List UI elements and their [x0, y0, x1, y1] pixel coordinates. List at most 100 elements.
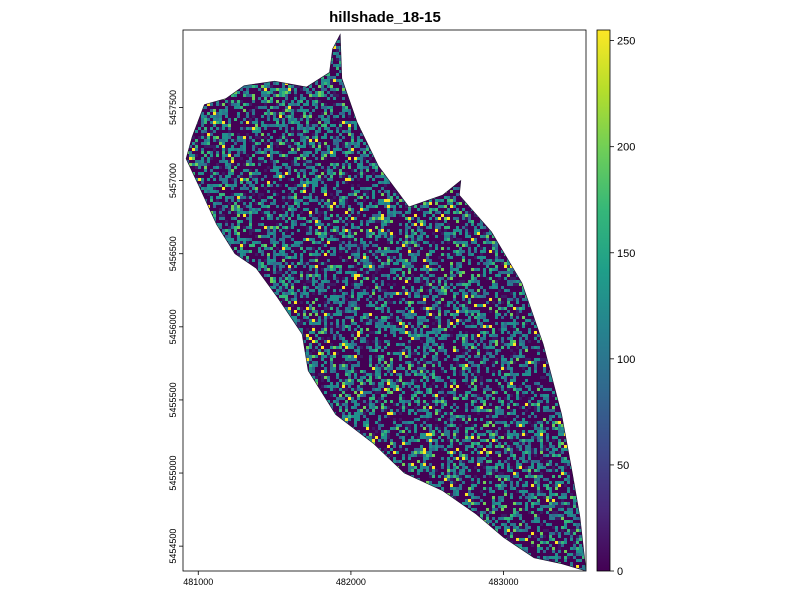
raster-pixel	[486, 100, 489, 103]
raster-pixel	[318, 61, 321, 64]
raster-pixel	[273, 85, 276, 88]
raster-pixel	[291, 46, 294, 49]
raster-pixel	[354, 106, 357, 109]
raster-pixel	[234, 67, 237, 70]
raster-pixel	[234, 49, 237, 52]
raster-pixel	[243, 136, 246, 139]
raster-pixel	[282, 46, 285, 49]
raster-pixel	[465, 97, 468, 100]
raster-pixel	[231, 109, 234, 112]
raster-pixel	[327, 97, 330, 100]
raster-pixel	[207, 37, 210, 40]
raster-pixel	[195, 43, 198, 46]
raster-pixel	[537, 142, 540, 145]
raster-pixel	[522, 112, 525, 115]
raster-pixel	[438, 124, 441, 127]
raster-pixel	[429, 58, 432, 61]
raster-pixel	[354, 103, 357, 106]
raster-pixel	[501, 103, 504, 106]
raster-pixel	[372, 88, 375, 91]
raster-pixel	[516, 130, 519, 133]
raster-pixel	[444, 76, 447, 79]
raster-pixel	[204, 106, 207, 109]
raster-pixel	[456, 118, 459, 121]
raster-pixel	[306, 61, 309, 64]
raster-pixel	[483, 136, 486, 139]
raster-pixel	[567, 67, 570, 70]
raster-pixel	[462, 133, 465, 136]
raster-pixel	[411, 52, 414, 55]
raster-pixel	[456, 136, 459, 139]
raster-pixel	[420, 109, 423, 112]
raster-pixel	[459, 34, 462, 37]
raster-pixel	[246, 52, 249, 55]
raster-pixel	[189, 109, 192, 112]
raster-pixel	[225, 43, 228, 46]
raster-pixel	[408, 130, 411, 133]
raster-pixel	[411, 46, 414, 49]
raster-pixel	[546, 64, 549, 67]
raster-pixel	[429, 94, 432, 97]
raster-pixel	[486, 76, 489, 79]
raster-pixel	[540, 82, 543, 85]
raster-pixel	[519, 130, 522, 133]
raster-pixel	[537, 46, 540, 49]
raster-pixel	[492, 115, 495, 118]
raster-pixel	[192, 109, 195, 112]
raster-pixel	[546, 46, 549, 49]
raster-pixel	[351, 88, 354, 91]
raster-pixel	[435, 136, 438, 139]
raster-pixel	[576, 94, 579, 97]
raster-pixel	[507, 100, 510, 103]
raster-pixel	[579, 37, 582, 40]
raster-pixel	[456, 103, 459, 106]
raster-pixel	[429, 67, 432, 70]
raster-pixel	[375, 67, 378, 70]
raster-pixel	[435, 73, 438, 76]
raster-pixel	[462, 34, 465, 37]
raster-pixel	[555, 73, 558, 76]
raster-pixel	[432, 37, 435, 40]
raster-pixel	[513, 130, 516, 133]
raster-pixel	[255, 97, 258, 100]
raster-pixel	[546, 109, 549, 112]
raster-pixel	[480, 85, 483, 88]
raster-pixel	[477, 94, 480, 97]
raster-pixel	[333, 67, 336, 70]
raster-pixel	[438, 55, 441, 58]
raster-pixel	[300, 121, 303, 124]
raster-pixel	[315, 97, 318, 100]
raster-pixel	[567, 88, 570, 91]
raster-pixel	[363, 115, 366, 118]
raster-pixel	[324, 40, 327, 43]
raster-pixel	[324, 100, 327, 103]
raster-pixel	[534, 55, 537, 58]
raster-pixel	[396, 115, 399, 118]
raster-pixel	[459, 43, 462, 46]
raster-pixel	[318, 97, 321, 100]
raster-pixel	[390, 67, 393, 70]
raster-pixel	[567, 37, 570, 40]
raster-pixel	[465, 40, 468, 43]
raster-pixel	[204, 115, 207, 118]
raster-pixel	[240, 139, 243, 142]
raster-pixel	[498, 76, 501, 79]
raster-pixel	[246, 58, 249, 61]
raster-pixel	[306, 58, 309, 61]
raster-pixel	[387, 64, 390, 67]
raster-pixel	[300, 97, 303, 100]
raster-pixel	[549, 124, 552, 127]
raster-pixel	[408, 73, 411, 76]
raster-pixel	[291, 127, 294, 130]
raster-pixel	[261, 109, 264, 112]
raster-pixel	[237, 109, 240, 112]
raster-pixel	[402, 46, 405, 49]
raster-pixel	[282, 82, 285, 85]
raster-pixel	[522, 79, 525, 82]
raster-pixel	[384, 112, 387, 115]
raster-pixel	[567, 112, 570, 115]
raster-pixel	[234, 79, 237, 82]
raster-pixel	[300, 79, 303, 82]
raster-pixel	[357, 94, 360, 97]
raster-pixel	[237, 34, 240, 37]
